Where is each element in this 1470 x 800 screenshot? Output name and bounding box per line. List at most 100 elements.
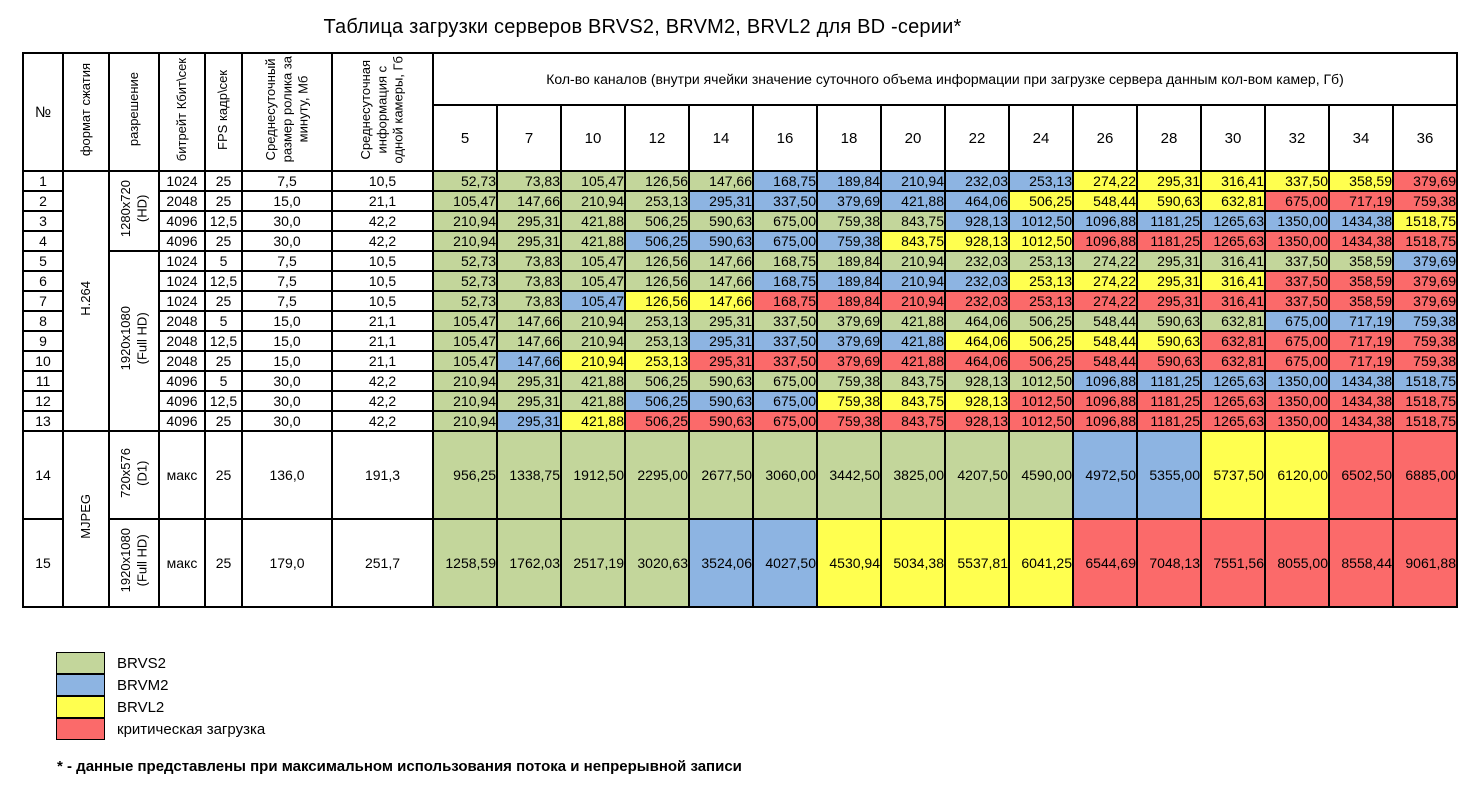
load-value-cell: 6502,50 <box>1328 430 1394 520</box>
bitrate-cell: 4096 <box>158 410 206 432</box>
load-value-cell: 379,69 <box>816 350 882 372</box>
load-value-cell: 147,66 <box>688 250 754 272</box>
channel-count-header: 30 <box>1200 104 1266 172</box>
load-value-cell: 210,94 <box>880 270 946 292</box>
load-value-cell: 464,06 <box>944 350 1010 372</box>
legend-label: BRVL2 <box>117 698 165 716</box>
load-value-cell: 210,94 <box>432 370 498 392</box>
load-value-cell: 210,94 <box>432 390 498 412</box>
channel-count-header: 12 <box>624 104 690 172</box>
load-value-cell: 1434,38 <box>1328 410 1394 432</box>
load-value-cell: 379,69 <box>1392 250 1458 272</box>
load-value-cell: 6885,00 <box>1392 430 1458 520</box>
daily-info-cell: 21,1 <box>331 310 434 332</box>
load-value-cell: 379,69 <box>816 310 882 332</box>
load-value-cell: 337,50 <box>1264 250 1330 272</box>
fps-cell: 25 <box>204 350 243 372</box>
load-value-cell: 1181,25 <box>1136 410 1202 432</box>
load-value-cell: 105,47 <box>432 310 498 332</box>
legend-item: критическая загрузка <box>56 717 265 740</box>
load-value-cell: 189,84 <box>816 290 882 312</box>
load-value-cell: 295,31 <box>496 410 562 432</box>
load-value-cell: 105,47 <box>560 290 626 312</box>
load-value-cell: 928,13 <box>944 390 1010 412</box>
row-number-cell: 4 <box>22 230 64 252</box>
load-value-cell: 1012,50 <box>1008 390 1074 412</box>
row-number-cell: 7 <box>22 290 64 312</box>
load-value-cell: 843,75 <box>880 210 946 232</box>
fps-cell: 12,5 <box>204 210 243 232</box>
load-value-cell: 421,88 <box>880 190 946 212</box>
load-value-cell: 1350,00 <box>1264 230 1330 252</box>
daily-info-cell: 42,2 <box>331 230 434 252</box>
load-value-cell: 1434,38 <box>1328 210 1394 232</box>
clip-size-cell: 30,0 <box>241 410 333 432</box>
load-value-cell: 1265,63 <box>1200 210 1266 232</box>
table-body: 1 H.264 1280x720 (HD) 1024 25 7,5 10,5 52,73 73,8… <box>22 170 1458 608</box>
fps-cell: 25 <box>204 410 243 432</box>
daily-info-cell: 10,5 <box>331 250 434 272</box>
load-value-cell: 1518,75 <box>1392 230 1458 252</box>
row-number-cell: 13 <box>22 410 64 432</box>
load-value-cell: 379,69 <box>1392 290 1458 312</box>
load-value-cell: 168,75 <box>752 250 818 272</box>
table-row: 5 1920x1080 (Full HD) 1024 5 7,5 10,5 52,73 73,8… <box>22 250 1458 432</box>
load-value-cell: 73,83 <box>496 270 562 292</box>
load-value-cell: 1338,75 <box>496 430 562 520</box>
header-line: битрейт Кбит\сек <box>173 57 189 162</box>
load-value-cell: 5355,00 <box>1136 430 1202 520</box>
load-value-cell: 6041,25 <box>1008 518 1074 608</box>
resolution-group-cell: 720x576 (D1) <box>108 430 160 520</box>
channel-count-header: 28 <box>1136 104 1202 172</box>
col-header-bitrate: битрейт Кбит\сек <box>158 52 206 172</box>
load-value-cell: 105,47 <box>432 190 498 212</box>
load-value-cell: 843,75 <box>880 410 946 432</box>
table-row: 15 1920x1080 (Full HD) макс 25 179,0 251,7 1258… <box>22 518 1458 608</box>
load-value-cell: 1012,50 <box>1008 370 1074 392</box>
load-value-cell: 1350,00 <box>1264 410 1330 432</box>
group-line: 720x576 <box>117 447 133 498</box>
load-value-cell: 358,59 <box>1328 290 1394 312</box>
row-number-cell: 2 <box>22 190 64 212</box>
clip-size-cell: 7,5 <box>241 170 333 192</box>
daily-info-cell: 42,2 <box>331 390 434 412</box>
load-value-cell: 1912,50 <box>560 430 626 520</box>
legend-swatch <box>56 673 105 696</box>
load-value-cell: 1434,38 <box>1328 370 1394 392</box>
load-value-cell: 590,63 <box>688 410 754 432</box>
load-value-cell: 956,25 <box>432 430 498 520</box>
header-line: одной камеры, Гб <box>390 55 406 164</box>
load-value-cell: 337,50 <box>752 310 818 332</box>
load-value-cell: 928,13 <box>944 410 1010 432</box>
load-value-cell: 274,22 <box>1072 270 1138 292</box>
load-value-cell: 759,38 <box>816 410 882 432</box>
load-value-cell: 5737,50 <box>1200 430 1266 520</box>
load-value-cell: 675,00 <box>1264 350 1330 372</box>
load-value-cell: 4207,50 <box>944 430 1010 520</box>
load-value-cell: 210,94 <box>432 210 498 232</box>
load-value-cell: 337,50 <box>1264 290 1330 312</box>
group-line: (D1) <box>134 459 149 486</box>
load-value-cell: 506,25 <box>1008 330 1074 352</box>
row-number-cell: 11 <box>22 370 64 392</box>
load-value-cell: 253,13 <box>624 310 690 332</box>
load-value-cell: 1012,50 <box>1008 210 1074 232</box>
group-line: 1920x1080 <box>117 528 133 593</box>
load-value-cell: 421,88 <box>880 350 946 372</box>
load-value-cell: 1265,63 <box>1200 410 1266 432</box>
load-value-cell: 295,31 <box>688 350 754 372</box>
load-value-cell: 295,31 <box>496 390 562 412</box>
fps-cell: 25 <box>204 518 243 608</box>
load-value-cell: 5537,81 <box>944 518 1010 608</box>
load-value-cell: 210,94 <box>432 230 498 252</box>
group-line: (Full HD) <box>134 312 149 365</box>
row-number-cell: 5 <box>22 250 64 272</box>
legend-label: BRVM2 <box>117 676 169 694</box>
load-value-cell: 168,75 <box>752 270 818 292</box>
load-value-cell: 337,50 <box>752 350 818 372</box>
load-value-cell: 253,13 <box>1008 290 1074 312</box>
daily-info-cell: 21,1 <box>331 330 434 352</box>
load-value-cell: 5034,38 <box>880 518 946 608</box>
row-number-cell: 8 <box>22 310 64 332</box>
load-value-cell: 632,81 <box>1200 190 1266 212</box>
